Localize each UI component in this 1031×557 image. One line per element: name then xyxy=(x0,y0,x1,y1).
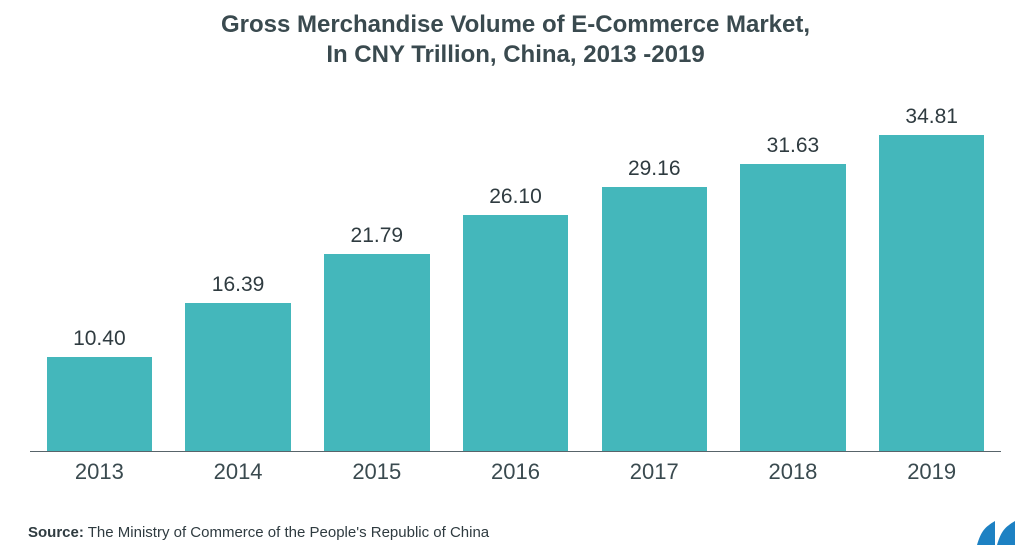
value-label: 21.79 xyxy=(351,224,404,248)
source-footer: Source: The Ministry of Commerce of the … xyxy=(28,524,489,541)
x-labels: 2013 2014 2015 2016 2017 2018 2019 xyxy=(30,456,1001,488)
chart-title: Gross Merchandise Volume of E-Commerce M… xyxy=(0,0,1031,70)
bar xyxy=(324,254,429,452)
bar xyxy=(47,357,152,452)
bar xyxy=(602,187,707,452)
bar-slot: 21.79 xyxy=(307,88,446,452)
logo-wave-icon xyxy=(977,521,995,545)
value-label: 34.81 xyxy=(905,105,958,129)
bar-slot: 34.81 xyxy=(862,88,1001,452)
source-text: The Ministry of Commerce of the People's… xyxy=(88,524,489,541)
x-label: 2016 xyxy=(446,459,585,485)
title-line-1: Gross Merchandise Volume of E-Commerce M… xyxy=(0,10,1031,40)
bar-slot: 10.40 xyxy=(30,88,169,452)
chart-area: 10.40 16.39 21.79 26.10 29.16 xyxy=(30,88,1001,488)
bar-slot: 16.39 xyxy=(169,88,308,452)
bar-slot: 26.10 xyxy=(446,88,585,452)
value-label: 16.39 xyxy=(212,273,265,297)
chart-container: Gross Merchandise Volume of E-Commerce M… xyxy=(0,0,1031,557)
bar-slot: 29.16 xyxy=(585,88,724,452)
title-line-2: In CNY Trillion, China, 2013 -2019 xyxy=(0,40,1031,70)
plot: 10.40 16.39 21.79 26.10 29.16 xyxy=(30,88,1001,452)
x-label: 2013 xyxy=(30,459,169,485)
bars-group: 10.40 16.39 21.79 26.10 29.16 xyxy=(30,88,1001,452)
bar xyxy=(879,135,984,452)
bar-slot: 31.63 xyxy=(724,88,863,452)
value-label: 31.63 xyxy=(767,134,820,158)
x-label: 2018 xyxy=(724,459,863,485)
source-label: Source: xyxy=(28,524,84,541)
x-label: 2017 xyxy=(585,459,724,485)
bar xyxy=(463,215,568,453)
value-label: 10.40 xyxy=(73,327,126,351)
value-label: 26.10 xyxy=(489,185,542,209)
logo-wave-icon xyxy=(997,521,1015,545)
x-label: 2014 xyxy=(169,459,308,485)
x-label: 2019 xyxy=(862,459,1001,485)
bar xyxy=(185,303,290,452)
bar xyxy=(740,164,845,452)
x-label: 2015 xyxy=(307,459,446,485)
value-label: 29.16 xyxy=(628,157,681,181)
brand-logo-icon xyxy=(977,521,1015,545)
x-axis-line xyxy=(30,451,1001,452)
